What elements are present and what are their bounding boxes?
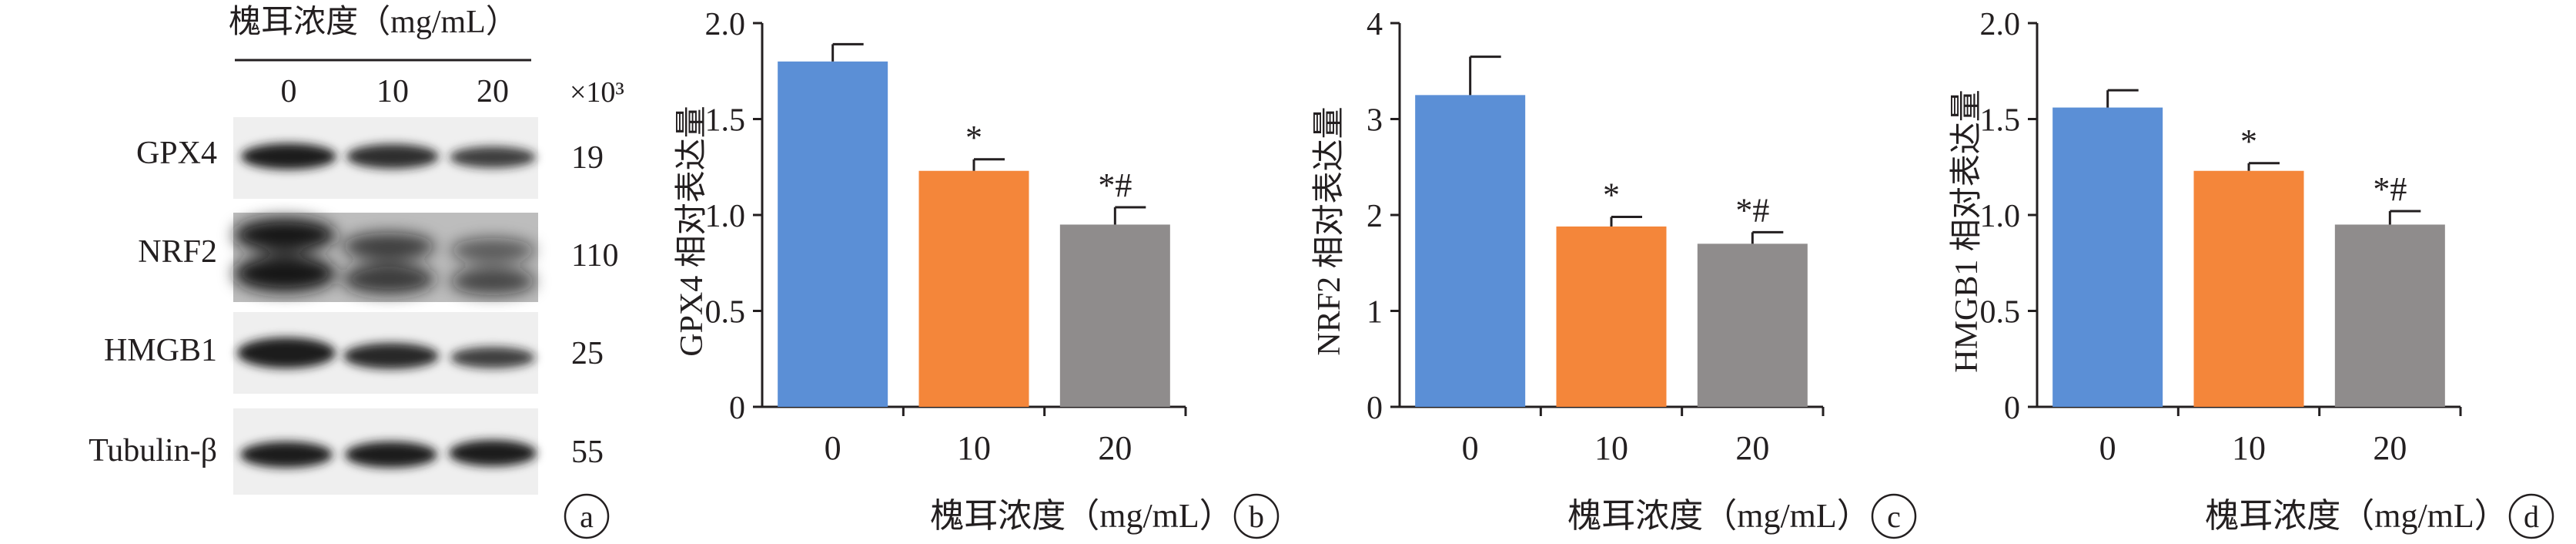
- x-tick-label: 10: [1594, 429, 1628, 467]
- panel-label-a: a: [580, 499, 594, 534]
- y-tick-label: 1.0: [705, 199, 746, 234]
- significance-mark: *#: [1735, 191, 1769, 229]
- chart-hmgb1: HMGB1 相对表达量 槐耳浓度（mg/mL） d 0 0.5 1.0 1.5 2.0 0…: [1949, 7, 2554, 539]
- significance-mark: *: [965, 119, 982, 156]
- x-tick-label: 10: [957, 429, 991, 467]
- panel-label-circle-b: [1233, 493, 1280, 539]
- y-tick-label: 0.5: [1980, 295, 2021, 331]
- x-axis-title: 槐耳浓度（mg/mL）: [1567, 497, 1871, 535]
- x-axis-title: 槐耳浓度（mg/mL）: [2205, 497, 2508, 535]
- bar: [2334, 224, 2445, 407]
- lane-label-10: 10: [376, 74, 409, 109]
- bar: [778, 61, 888, 408]
- y-tick-label: 1.5: [705, 103, 746, 139]
- bar: [2052, 107, 2163, 407]
- protein-label-hmgb1: HMGB1: [104, 333, 217, 368]
- y-tick-label: 2.0: [1980, 7, 2021, 42]
- panel-label-c: c: [1887, 499, 1901, 534]
- significance-mark: *: [2240, 123, 2257, 160]
- x-tick-label: 20: [2373, 429, 2407, 467]
- y-tick-label: 1: [1367, 295, 1383, 331]
- y-tick-label: 1.0: [1980, 199, 2021, 234]
- y-tick-label: 0: [2004, 391, 2020, 426]
- y-tick-label: 4: [1367, 7, 1383, 42]
- lane-label-20: 20: [477, 74, 509, 109]
- y-axis-title: HMGB1 相对表达量: [1949, 89, 1985, 373]
- bar: [1697, 243, 1808, 407]
- lane-label-0: 0: [281, 74, 297, 109]
- mw-label-tubulin: 55: [571, 435, 604, 470]
- y-tick-label: 0: [729, 391, 745, 426]
- y-tick-label: 0.5: [705, 295, 746, 331]
- mw-label-gpx4: 19: [571, 140, 604, 176]
- panel-label-circle-d: [2508, 493, 2554, 539]
- y-tick-label: 0: [1367, 391, 1383, 426]
- panel-label-circle-c: [1871, 493, 1917, 539]
- protein-label-tubulin: Tubulin-β: [89, 433, 217, 468]
- significance-mark: *: [1603, 176, 1620, 213]
- bar: [1059, 224, 1170, 407]
- x-tick-label: 20: [1735, 429, 1769, 467]
- chart-gpx4: GPX4 相对表达量 槐耳浓度（mg/mL） b 0 0.5 1.0 1.5 2.0 0 *…: [674, 7, 1280, 539]
- protein-label-nrf2: NRF2: [138, 234, 217, 270]
- bar: [1415, 95, 1526, 407]
- x-tick-label: 0: [1462, 429, 1479, 467]
- x-axis-title: 槐耳浓度（mg/mL）: [930, 497, 1233, 535]
- blot-bands-tubulin: [240, 440, 537, 468]
- x-tick-label: 20: [1098, 429, 1132, 467]
- x-tick-label: 10: [2232, 429, 2266, 467]
- significance-mark: *#: [2373, 170, 2407, 208]
- y-tick-label: 1.5: [1980, 103, 2021, 139]
- y-tick-label: 2: [1367, 199, 1383, 234]
- mw-label-hmgb1: 25: [571, 336, 604, 371]
- protein-label-gpx4: GPX4: [136, 136, 217, 171]
- blot-bands-gpx4: [241, 143, 536, 170]
- western-blot-panel: 槐耳浓度（mg/mL） 0 10 20 ×10³ GPX4 19 NRF2 11…: [89, 5, 624, 539]
- blot-bands-nrf2: [234, 218, 535, 295]
- panel-label-circle-a: [564, 493, 610, 539]
- panel-label-b: b: [1249, 499, 1264, 534]
- x-tick-label: 0: [825, 429, 841, 467]
- x-tick-label: 0: [2099, 429, 2116, 467]
- significance-mark: *#: [1098, 166, 1132, 204]
- y-tick-label: 3: [1367, 103, 1383, 139]
- y-axis-title: NRF2 相对表达量: [1312, 106, 1347, 355]
- panel-label-d: d: [2524, 499, 2539, 534]
- bar: [918, 170, 1029, 408]
- blot-header: 槐耳浓度（mg/mL）: [229, 5, 518, 40]
- mw-unit: ×10³: [570, 76, 624, 109]
- bar: [2193, 170, 2304, 408]
- mw-label-nrf2: 110: [571, 238, 618, 274]
- bar: [1556, 226, 1667, 407]
- chart-nrf2: NRF2 相对表达量 槐耳浓度（mg/mL） c 0 1 2 3 4 0 * 10 *# 20: [1312, 7, 1917, 539]
- y-tick-label: 2.0: [705, 7, 746, 42]
- y-axis-title: GPX4 相对表达量: [674, 106, 710, 357]
- blot-bands-hmgb1: [237, 337, 535, 369]
